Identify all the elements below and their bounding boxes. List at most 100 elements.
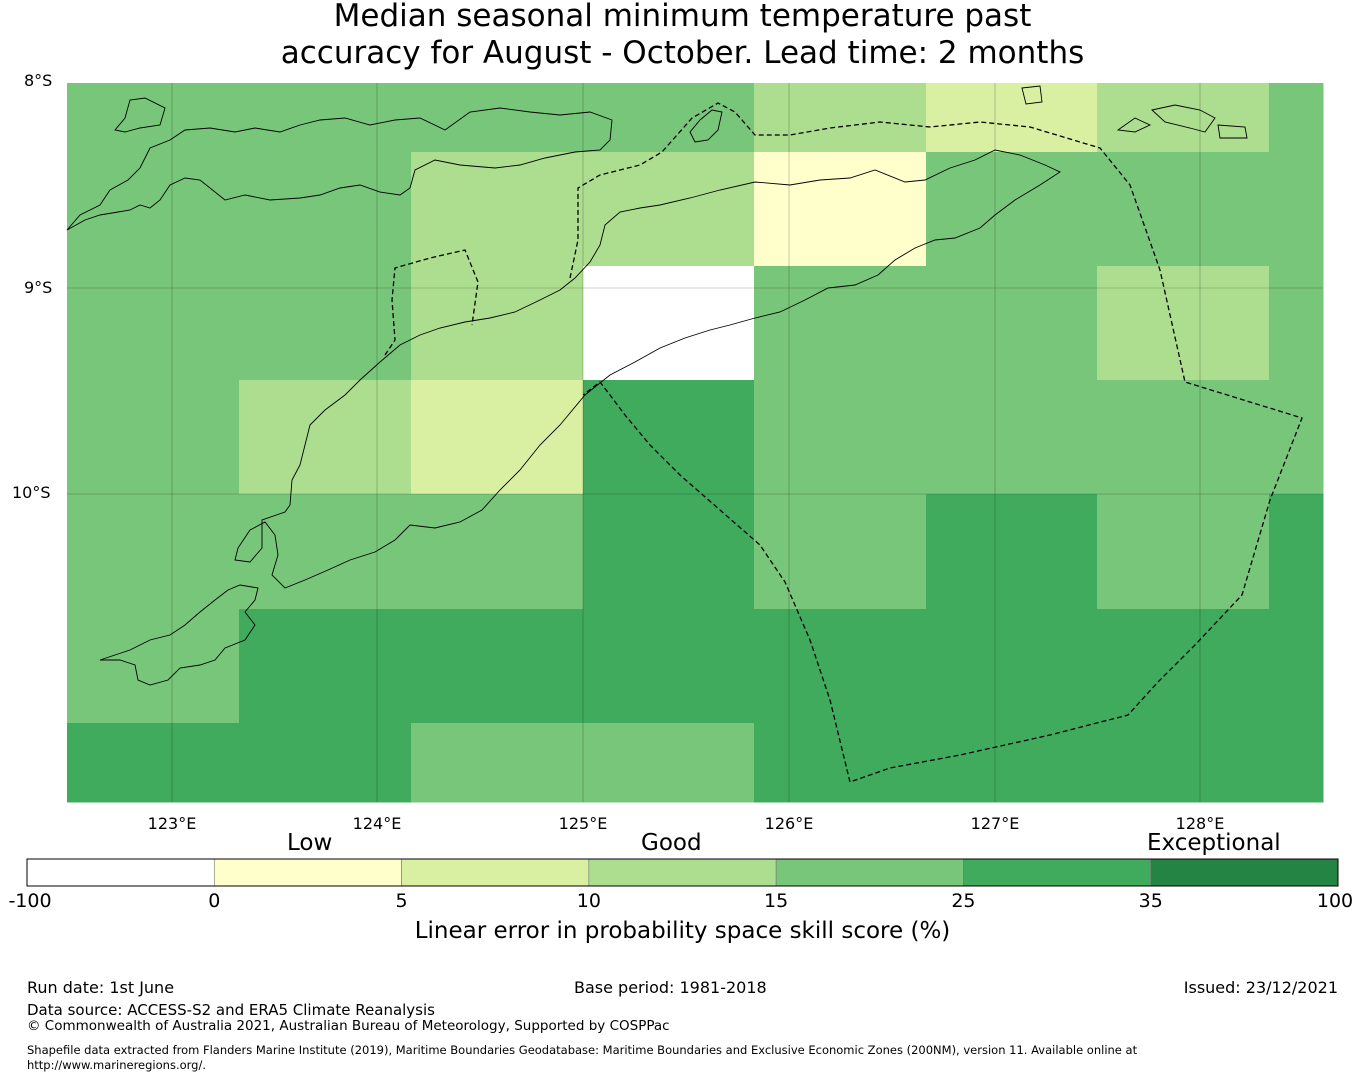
copyright-notice: © Commonwealth of Australia 2021, Austra… — [27, 1018, 670, 1034]
lat-label-10s: 10°S — [12, 483, 51, 502]
colorbar-tick-label: -100 — [8, 890, 52, 912]
colorbar-tick-label: 0 — [208, 890, 221, 912]
run-date: Run date: 1st June — [27, 978, 175, 997]
coastline-roti-semau — [99, 584, 259, 686]
grid-cell — [67, 723, 240, 803]
grid-cell — [67, 609, 240, 724]
grid-cell — [1097, 609, 1270, 724]
grid-cell — [1269, 266, 1324, 381]
lon-label-125e: 125°E — [558, 814, 608, 833]
colorbar-caption: Linear error in probability space skill … — [414, 918, 951, 944]
grid-cell — [754, 494, 927, 610]
grid-cell — [754, 723, 927, 803]
colorbar-segment — [401, 858, 590, 887]
grid-cell — [411, 723, 584, 803]
coastline-north-islands — [114, 85, 1248, 143]
category-label-low: Low — [287, 830, 333, 856]
grid-cell — [1097, 266, 1270, 381]
grid-cell — [583, 723, 755, 803]
colorbar-frame — [26, 858, 1339, 887]
grid-cell — [67, 152, 240, 267]
grid-cell — [411, 609, 584, 724]
grid-cell — [583, 152, 755, 267]
grid-cell — [583, 609, 755, 724]
grid-cell — [754, 83, 927, 153]
grid-cell — [926, 609, 1098, 724]
lon-label-128e: 128°E — [1175, 814, 1225, 833]
lon-label-127e: 127°E — [970, 814, 1020, 833]
colorbar-segment — [588, 858, 777, 887]
coastlines — [66, 85, 1248, 686]
grid-cell — [67, 266, 240, 381]
colorbar-segment — [26, 858, 215, 887]
grid-cell — [411, 83, 584, 153]
shapefile-url: http://www.marineregions.org/. — [27, 1058, 206, 1072]
colorbar-segment — [775, 858, 964, 887]
grid-cell — [754, 266, 927, 381]
graticule — [67, 83, 1323, 802]
grid-cell — [583, 380, 755, 495]
grid-cell — [583, 266, 755, 381]
grid-cell — [926, 152, 1098, 267]
grid-cell — [239, 723, 412, 803]
colorbar-segments — [26, 858, 1339, 887]
grid-cell — [1269, 152, 1324, 267]
grid-cell — [583, 83, 755, 153]
lat-label-9s: 9°S — [24, 278, 53, 297]
grid-cell — [926, 83, 1098, 153]
grid-cell — [67, 83, 240, 153]
grid-cell — [239, 83, 412, 153]
grid-cell — [411, 494, 584, 610]
lon-label-124e: 124°E — [352, 814, 402, 833]
grid-cell — [239, 266, 412, 381]
grid-cell — [1097, 83, 1270, 153]
base-period: Base period: 1981-2018 — [574, 978, 767, 997]
lat-label-8s: 8°S — [24, 71, 53, 90]
data-source: Data source: ACCESS-S2 and ERA5 Climate … — [27, 1001, 435, 1019]
colorbar-tick-label: 25 — [951, 890, 976, 912]
grid-cell — [239, 152, 412, 267]
grid-cell — [239, 494, 412, 610]
grid-cell — [411, 380, 584, 495]
grid-cell — [583, 494, 755, 610]
colorbar-tick-label: 5 — [395, 890, 408, 912]
grid-cell — [239, 609, 412, 724]
grid-cell — [239, 380, 412, 495]
grid-cell — [754, 380, 927, 495]
grid-cell — [67, 380, 240, 495]
lon-label-123e: 123°E — [147, 814, 197, 833]
grid-cell — [926, 266, 1098, 381]
chart-title-line-1: Median seasonal minimum temperature past — [333, 0, 1032, 34]
colorbar-tick-label: 10 — [576, 890, 601, 912]
issued-date: Issued: 23/12/2021 — [1183, 978, 1338, 997]
grid-cell — [1269, 380, 1324, 495]
grid-cell — [926, 494, 1098, 610]
coastline-timor — [234, 149, 1061, 589]
coastline-flores-alor — [66, 107, 613, 231]
grid-cell — [1097, 723, 1270, 803]
grid-cell — [1269, 723, 1324, 803]
chart-title-line-2: accuracy for August - October. Lead time… — [280, 35, 1085, 71]
grid-cell — [1269, 609, 1324, 724]
colorbar-segment — [1150, 858, 1339, 887]
grid-cell — [411, 152, 584, 267]
grid-cell — [411, 266, 584, 381]
category-label-exceptional: Exceptional — [1147, 830, 1281, 856]
shapefile-credit: Shapefile data extracted from Flanders M… — [27, 1043, 1138, 1057]
colorbar-tick-label: 15 — [764, 890, 789, 912]
skill-grid — [67, 83, 1324, 803]
grid-cell — [1097, 494, 1270, 610]
grid-cell — [1097, 152, 1270, 267]
grid-cell — [754, 609, 927, 724]
lon-label-126e: 126°E — [764, 814, 814, 833]
eez-boundary — [569, 102, 1303, 783]
grid-cell — [1269, 494, 1324, 610]
colorbar-tick-label: 100 — [1316, 890, 1354, 912]
colorbar-segment — [213, 858, 402, 887]
grid-cell — [1097, 380, 1270, 495]
colorbar-segment — [963, 858, 1152, 887]
category-label-good: Good — [641, 830, 702, 856]
grid-cell — [754, 152, 927, 267]
grid-cell — [926, 723, 1098, 803]
grid-cell — [67, 494, 240, 610]
